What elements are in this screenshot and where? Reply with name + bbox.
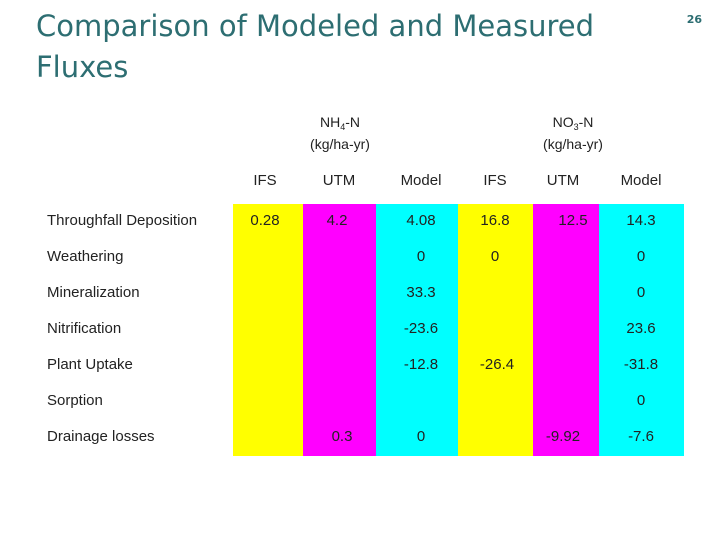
col-header-no3-ifs: IFS: [483, 172, 507, 189]
band-nh4-model: [376, 204, 458, 456]
row-label-mineralization: Mineralization: [47, 284, 140, 301]
nh4-species: NH4-N: [319, 114, 361, 132]
cell-nitrification-nh4-model: -23.6: [403, 320, 439, 337]
row-label-nitrification: Nitrification: [47, 320, 122, 337]
no3-group-header: NO3-N (kg/ha-yr): [523, 114, 623, 153]
band-no3-ifs: [458, 204, 533, 456]
cell-drainage-no3-utm: -9.92: [545, 428, 581, 445]
cell-drainage-nh4-model: 0: [416, 428, 426, 445]
cell-throughfall-nh4-model: 4.08: [406, 212, 436, 229]
cell-plant-uptake-nh4-model: -12.8: [403, 356, 439, 373]
row-label-plant-uptake: Plant Uptake: [47, 356, 133, 373]
cell-mineralization-no3-model: 0: [636, 284, 646, 301]
cell-throughfall-nh4-ifs: 0.28: [250, 212, 280, 229]
col-header-nh4-ifs: IFS: [253, 172, 277, 189]
band-no3-model: [599, 204, 684, 456]
row-label-drainage: Drainage losses: [47, 428, 155, 445]
band-no3-utm: [533, 204, 599, 456]
cell-drainage-nh4-utm: 0.3: [331, 428, 353, 445]
col-header-no3-model: Model: [620, 172, 662, 189]
cell-plant-uptake-no3-ifs: -26.4: [479, 356, 515, 373]
cell-throughfall-nh4-utm: 4.2: [326, 212, 348, 229]
nh4-group-header: NH4-N (kg/ha-yr): [290, 114, 390, 153]
cell-plant-uptake-no3-model: -31.8: [623, 356, 659, 373]
slide-title: Comparison of Modeled and Measured Fluxe…: [36, 9, 594, 84]
nh4-unit: (kg/ha-yr): [310, 136, 370, 152]
cell-mineralization-nh4-model: 33.3: [406, 284, 436, 301]
cell-weathering-nh4-model: 0: [416, 248, 426, 265]
no3-unit: (kg/ha-yr): [543, 136, 603, 152]
row-label-sorption: Sorption: [47, 392, 103, 409]
band-nh4-utm: [303, 204, 376, 456]
cell-weathering-no3-model: 0: [636, 248, 646, 265]
cell-nitrification-no3-model: 23.6: [626, 320, 656, 337]
cell-throughfall-no3-utm: 12.5: [558, 212, 588, 229]
no3-species: NO3-N: [552, 114, 594, 132]
col-header-no3-utm: UTM: [546, 172, 580, 189]
band-nh4-ifs: [233, 204, 303, 456]
col-header-nh4-utm: UTM: [322, 172, 356, 189]
cell-drainage-no3-model: -7.6: [628, 428, 654, 445]
row-label-throughfall: Throughfall Deposition: [47, 212, 198, 229]
cell-weathering-no3-ifs: 0: [490, 248, 500, 265]
cell-throughfall-no3-model: 14.3: [626, 212, 656, 229]
col-header-nh4-model: Model: [400, 172, 442, 189]
cell-sorption-no3-model: 0: [636, 392, 646, 409]
slide-number: 26: [686, 13, 702, 26]
row-label-weathering: Weathering: [47, 248, 124, 265]
cell-throughfall-no3-ifs: 16.8: [480, 212, 510, 229]
